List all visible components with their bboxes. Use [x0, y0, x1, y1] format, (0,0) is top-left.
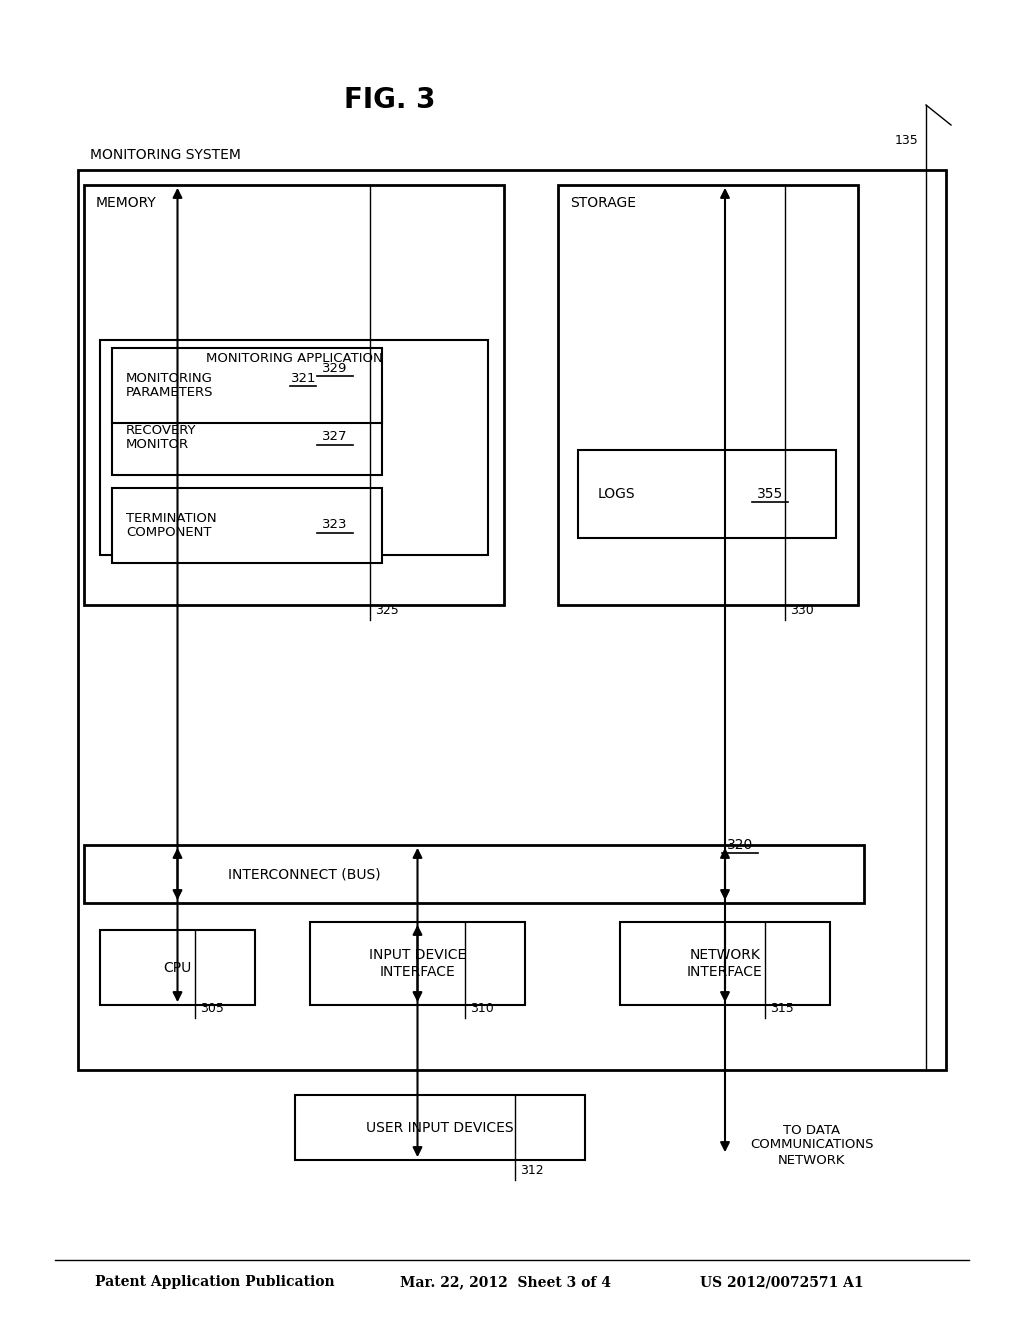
- Text: MONITORING
PARAMETERS: MONITORING PARAMETERS: [126, 371, 213, 400]
- Text: 315: 315: [770, 1002, 794, 1015]
- Text: 310: 310: [470, 1002, 494, 1015]
- Text: 321: 321: [291, 371, 316, 384]
- Text: 305: 305: [200, 1002, 224, 1015]
- Text: 320: 320: [727, 838, 753, 851]
- Text: LOGS: LOGS: [598, 487, 636, 502]
- Text: STORAGE: STORAGE: [570, 195, 636, 210]
- Text: 135: 135: [895, 133, 919, 147]
- Text: Mar. 22, 2012  Sheet 3 of 4: Mar. 22, 2012 Sheet 3 of 4: [400, 1275, 611, 1290]
- Bar: [295, 1096, 585, 1160]
- Text: TO DATA
COMMUNICATIONS
NETWORK: TO DATA COMMUNICATIONS NETWORK: [750, 1123, 873, 1167]
- Text: FIG. 3: FIG. 3: [344, 86, 436, 114]
- Text: Patent Application Publication: Patent Application Publication: [95, 1275, 335, 1290]
- Text: US 2012/0072571 A1: US 2012/0072571 A1: [700, 1275, 863, 1290]
- Bar: [310, 921, 525, 1005]
- Text: 330: 330: [790, 603, 814, 616]
- Text: 329: 329: [323, 362, 348, 375]
- Text: INPUT DEVICE
INTERFACE: INPUT DEVICE INTERFACE: [369, 948, 466, 978]
- Bar: [112, 400, 382, 475]
- Text: INTERCONNECT (BUS): INTERCONNECT (BUS): [227, 867, 380, 880]
- Bar: [84, 185, 504, 605]
- Text: 355: 355: [757, 487, 783, 502]
- Text: 327: 327: [323, 430, 348, 444]
- Bar: [578, 450, 836, 539]
- Bar: [100, 931, 255, 1005]
- Text: 325: 325: [375, 603, 398, 616]
- Bar: [84, 845, 864, 903]
- Text: MEMORY: MEMORY: [96, 195, 157, 210]
- Text: 323: 323: [323, 519, 348, 532]
- Text: RECOVERY
MONITOR: RECOVERY MONITOR: [126, 424, 197, 451]
- Bar: [100, 341, 488, 554]
- Text: TERMINATION
COMPONENT: TERMINATION COMPONENT: [126, 511, 217, 540]
- Bar: [112, 488, 382, 564]
- Text: USER INPUT DEVICES: USER INPUT DEVICES: [367, 1121, 514, 1134]
- Bar: [112, 348, 382, 422]
- Text: MONITORING APPLICATION: MONITORING APPLICATION: [206, 351, 382, 364]
- Bar: [558, 185, 858, 605]
- Bar: [78, 170, 946, 1071]
- Text: CPU: CPU: [164, 961, 191, 974]
- Text: NETWORK
INTERFACE: NETWORK INTERFACE: [687, 948, 763, 978]
- Text: MONITORING SYSTEM: MONITORING SYSTEM: [90, 148, 241, 162]
- Text: 312: 312: [520, 1163, 544, 1176]
- Bar: [620, 921, 830, 1005]
